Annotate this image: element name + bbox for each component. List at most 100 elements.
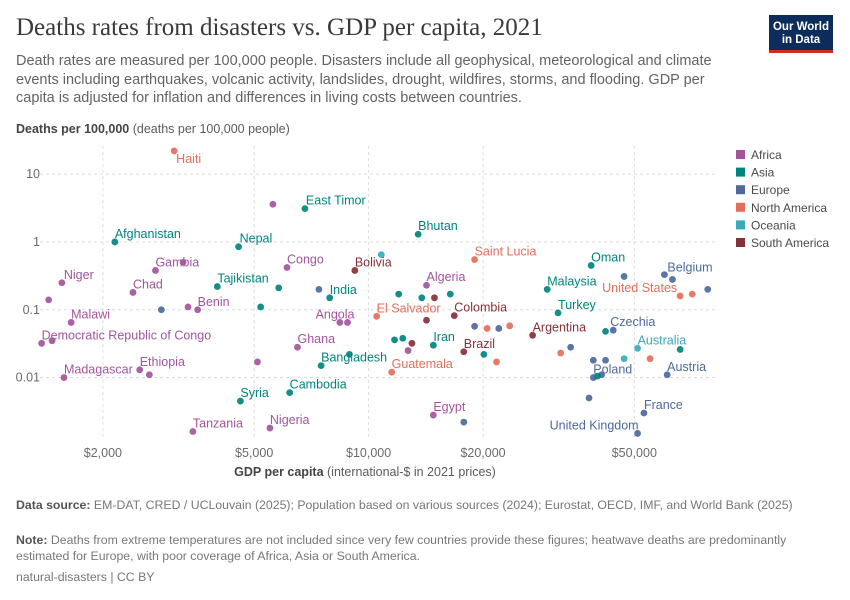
point-europe[interactable] xyxy=(669,276,676,283)
point-east-timor[interactable] xyxy=(301,205,309,213)
point-asia[interactable] xyxy=(602,327,609,335)
point-africa[interactable] xyxy=(179,258,187,266)
point-angola[interactable] xyxy=(344,319,351,326)
point-united-kingdom[interactable] xyxy=(634,430,641,437)
point-asia[interactable] xyxy=(676,346,684,353)
point-north-america[interactable] xyxy=(688,290,696,298)
point-nepal[interactable] xyxy=(235,243,242,251)
point-africa[interactable] xyxy=(336,319,344,326)
point-australia[interactable] xyxy=(634,344,641,352)
point-asia[interactable] xyxy=(418,294,426,302)
point-democratic-republic-of-congo[interactable] xyxy=(38,339,46,347)
point-austria[interactable] xyxy=(663,371,671,379)
point-bangladesh[interactable] xyxy=(317,362,325,370)
point-guatemala[interactable] xyxy=(388,368,396,376)
point-europe[interactable] xyxy=(620,273,628,280)
point-south-america[interactable] xyxy=(408,339,416,347)
point-turkey[interactable] xyxy=(554,309,562,317)
point-cambodia[interactable] xyxy=(286,389,294,397)
point-niger[interactable] xyxy=(58,279,66,287)
point-asia[interactable] xyxy=(399,334,407,342)
point-africa[interactable] xyxy=(184,303,192,311)
point-asia[interactable] xyxy=(594,372,601,380)
point-bhutan[interactable] xyxy=(414,230,422,238)
legend-item-asia[interactable]: Asia xyxy=(736,166,775,180)
point-united-states[interactable] xyxy=(676,292,684,300)
point-africa[interactable] xyxy=(45,296,53,304)
point-colombia[interactable] xyxy=(450,312,458,319)
point-madagascar[interactable] xyxy=(60,374,68,381)
point-gambia[interactable] xyxy=(152,267,159,274)
point-asia[interactable] xyxy=(391,336,398,344)
point-haiti[interactable] xyxy=(170,147,178,155)
point-benin[interactable] xyxy=(194,306,202,314)
point-south-america[interactable] xyxy=(431,294,438,302)
point-syria[interactable] xyxy=(237,397,244,405)
point-afghanistan[interactable] xyxy=(111,238,119,246)
point-brazil[interactable] xyxy=(460,348,468,356)
point-europe[interactable] xyxy=(315,285,323,293)
label-afghanistan: Afghanistan xyxy=(115,227,181,241)
point-oceania[interactable] xyxy=(377,251,385,259)
point-chad[interactable] xyxy=(129,289,137,296)
point-india[interactable] xyxy=(326,294,334,302)
point-czechia[interactable] xyxy=(609,326,617,334)
point-africa[interactable] xyxy=(254,358,261,366)
point-africa[interactable] xyxy=(48,337,56,345)
point-el-salvador[interactable] xyxy=(373,312,381,320)
owid-logo[interactable]: Our World in Data xyxy=(769,15,833,53)
point-europe[interactable] xyxy=(704,285,712,293)
point-europe[interactable] xyxy=(589,356,597,364)
point-asia[interactable] xyxy=(446,290,454,298)
point-oman[interactable] xyxy=(587,262,595,269)
point-asia[interactable] xyxy=(257,303,265,311)
point-algeria[interactable] xyxy=(423,281,430,289)
label-gambia: Gambia xyxy=(155,255,199,269)
point-europe[interactable] xyxy=(567,343,575,351)
label-nepal: Nepal xyxy=(240,232,273,246)
legend-item-africa[interactable]: Africa xyxy=(736,148,782,162)
legend-item-oceania[interactable]: Oceania xyxy=(736,218,796,232)
point-asia[interactable] xyxy=(345,350,353,358)
point-ethiopia[interactable] xyxy=(136,366,144,374)
label-ethiopia: Ethiopia xyxy=(140,355,185,369)
point-tajikistan[interactable] xyxy=(213,283,221,290)
point-europe[interactable] xyxy=(602,356,609,364)
legend-item-europe[interactable]: Europe xyxy=(736,183,790,197)
point-nigeria[interactable] xyxy=(266,424,274,432)
point-europe[interactable] xyxy=(157,306,165,314)
point-europe[interactable] xyxy=(585,394,593,402)
point-north-america[interactable] xyxy=(646,355,654,363)
point-europe[interactable] xyxy=(460,418,468,426)
point-asia[interactable] xyxy=(395,290,403,298)
legend-swatch xyxy=(736,150,745,159)
point-north-america[interactable] xyxy=(506,322,514,330)
point-africa[interactable] xyxy=(269,200,277,208)
legend-item-south-america[interactable]: South America xyxy=(736,236,829,250)
point-belgium[interactable] xyxy=(661,271,668,278)
point-saint-lucia[interactable] xyxy=(471,256,478,263)
point-argentina[interactable] xyxy=(529,331,536,339)
point-france[interactable] xyxy=(640,409,648,417)
legend-item-north-america[interactable]: North America xyxy=(736,201,827,215)
point-bolivia[interactable] xyxy=(351,267,359,274)
point-africa[interactable] xyxy=(145,371,153,379)
point-malawi[interactable] xyxy=(67,319,75,326)
chart-credit[interactable]: natural-disasters | CC BY xyxy=(16,570,155,584)
point-south-america[interactable] xyxy=(423,316,430,324)
point-europe[interactable] xyxy=(495,325,503,332)
point-north-america[interactable] xyxy=(493,358,500,366)
point-asia[interactable] xyxy=(275,284,283,292)
point-congo[interactable] xyxy=(283,264,291,271)
point-iran[interactable] xyxy=(429,341,437,349)
point-europe[interactable] xyxy=(471,322,478,330)
point-oceania[interactable] xyxy=(620,355,628,363)
point-asia[interactable] xyxy=(480,350,488,358)
point-ghana[interactable] xyxy=(294,343,301,351)
point-north-america[interactable] xyxy=(557,349,565,357)
point-africa[interactable] xyxy=(404,347,412,354)
point-north-america[interactable] xyxy=(483,325,491,332)
point-malaysia[interactable] xyxy=(543,285,551,293)
point-egypt[interactable] xyxy=(429,411,437,419)
point-tanzania[interactable] xyxy=(189,428,197,435)
